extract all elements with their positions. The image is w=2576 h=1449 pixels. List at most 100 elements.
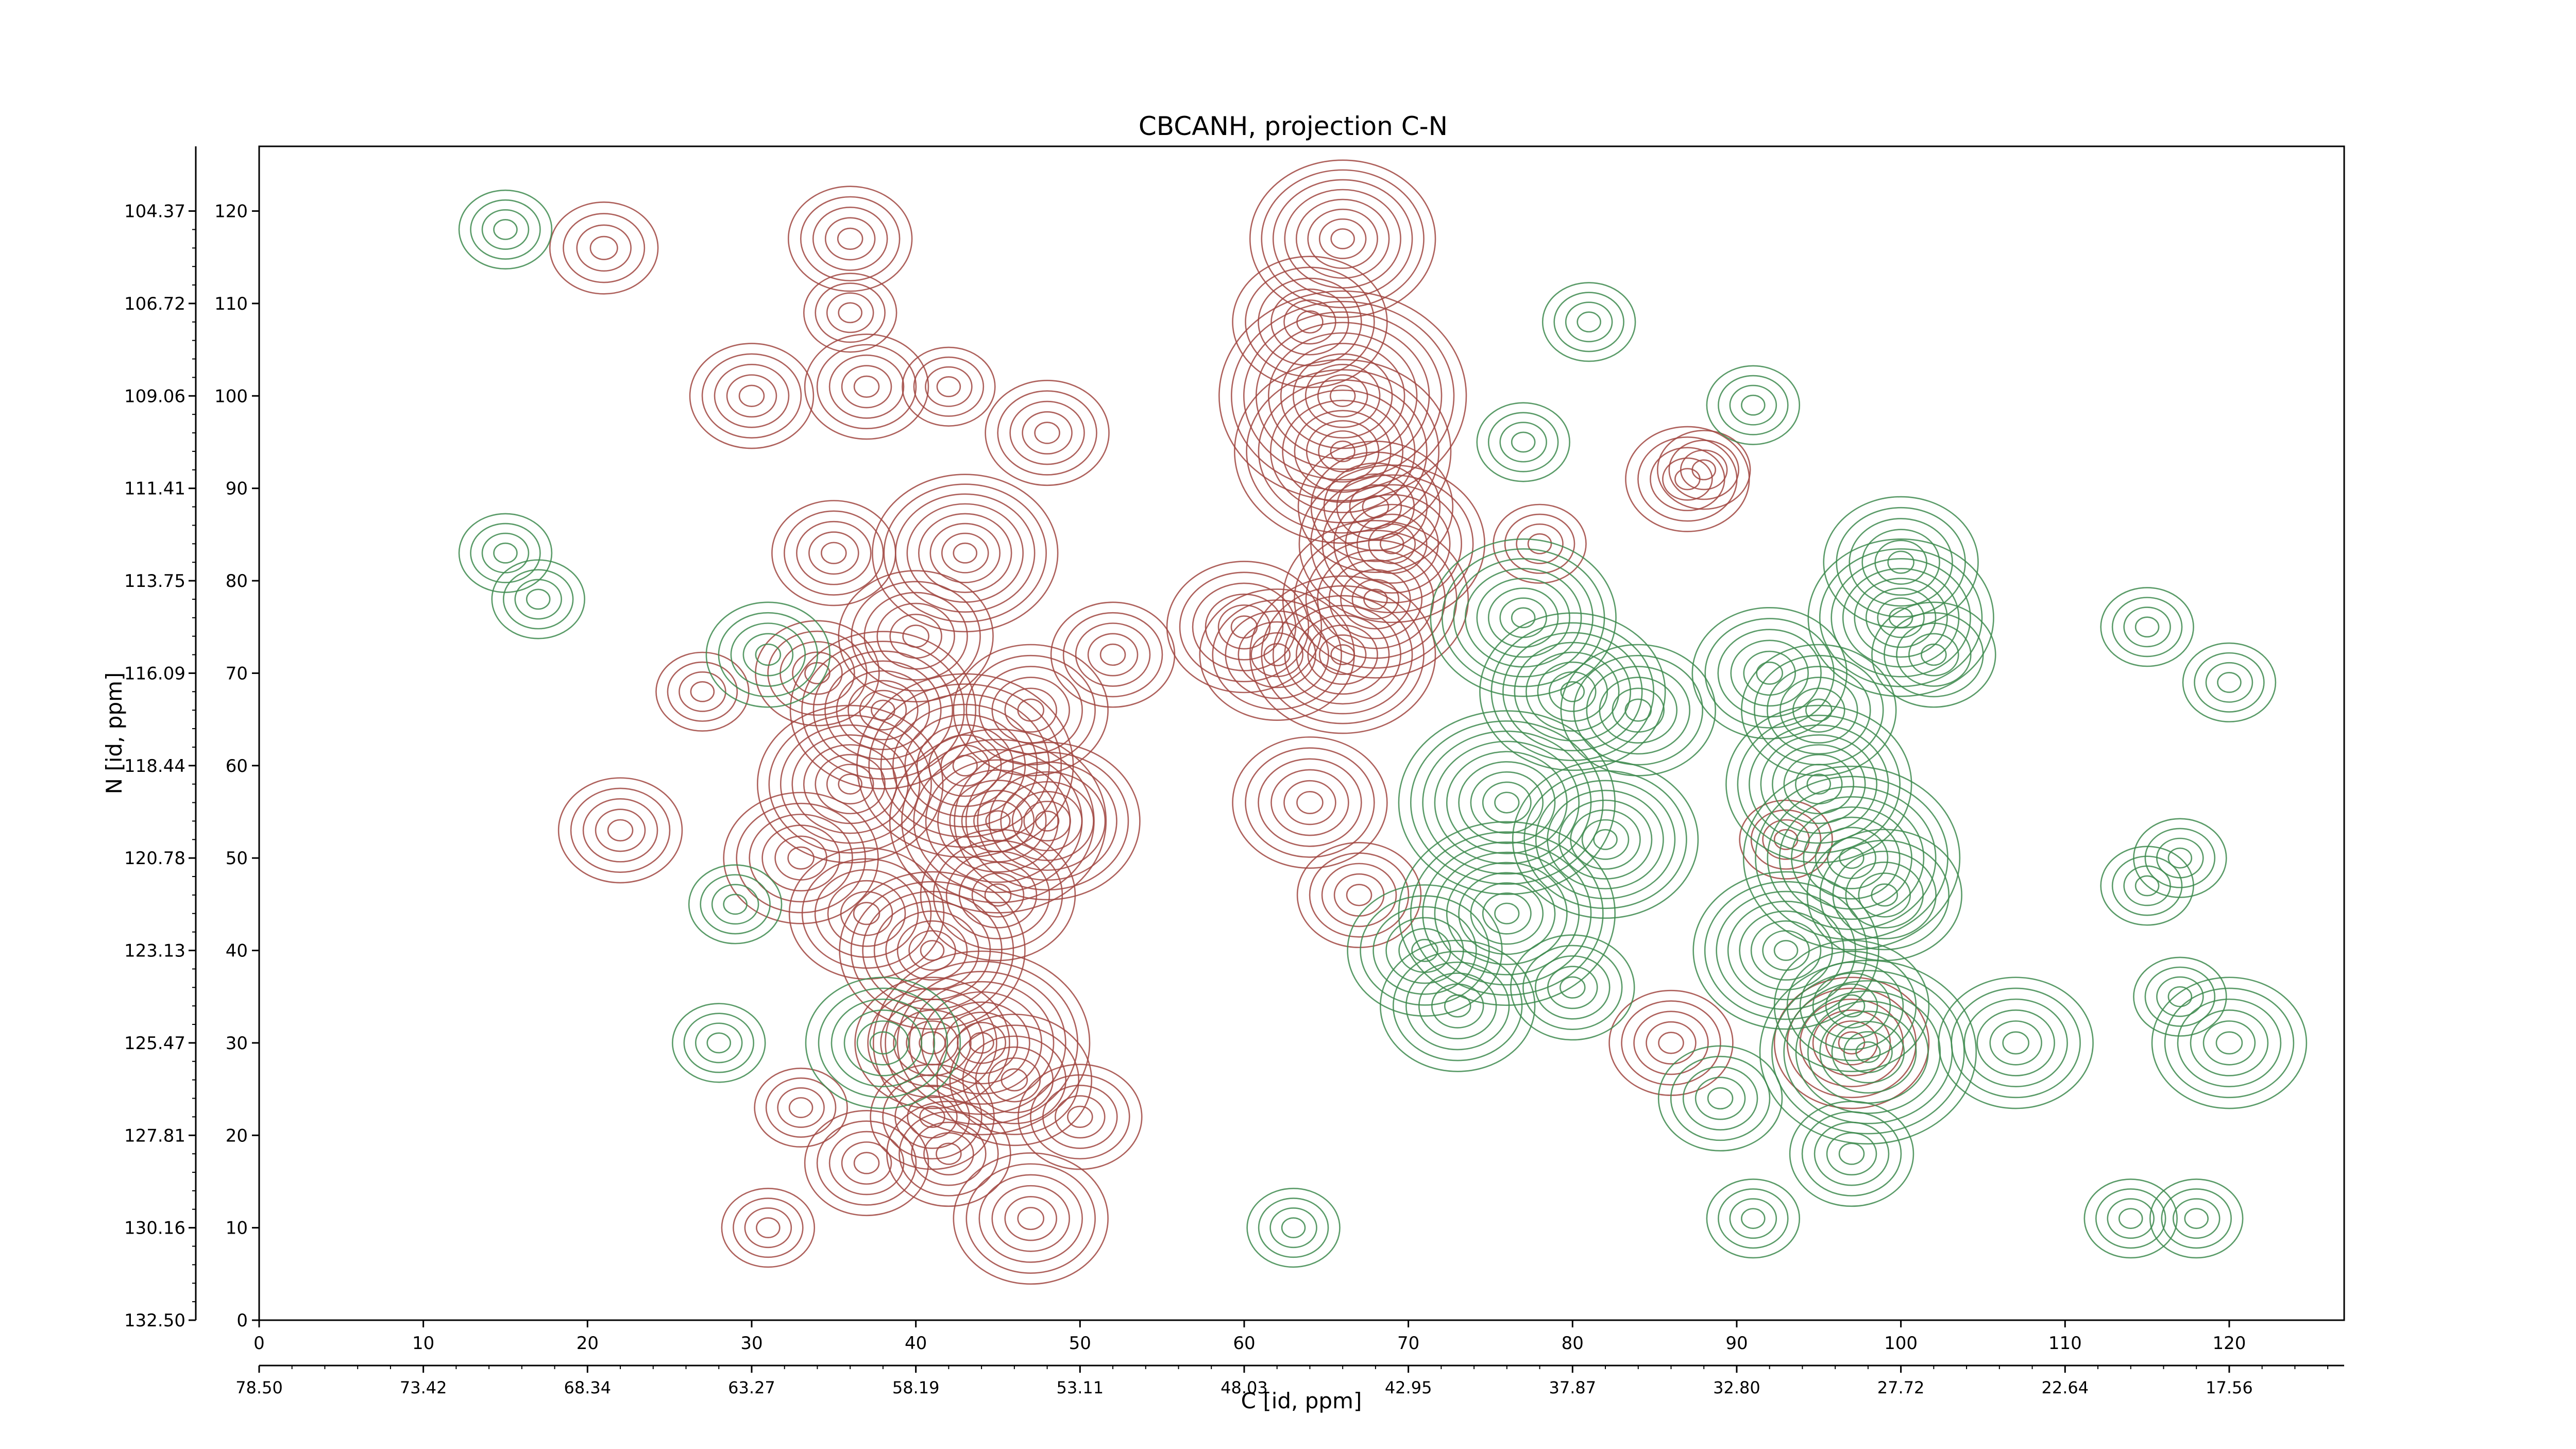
contour-plot-area <box>458 159 2308 1285</box>
positive-peak <box>1199 588 1355 721</box>
positive-peak <box>1234 359 1452 544</box>
negative-peak <box>705 601 831 708</box>
positive-peak <box>1232 256 1388 389</box>
positive-peak <box>1493 503 1587 584</box>
positive-peak <box>1218 290 1467 502</box>
x-ppm-tick-label: 42.95 <box>1385 1378 1432 1397</box>
y-ppm-tick-label: 109.06 <box>124 386 185 407</box>
positive-peak <box>886 1101 1011 1207</box>
y-axis-label: N [id, ppm] <box>101 672 127 795</box>
y-ppm-tick-label: 123.13 <box>124 941 185 962</box>
positive-peak <box>1050 601 1176 708</box>
positive-peak <box>953 1152 1109 1285</box>
negative-peak <box>458 513 553 593</box>
positive-peak <box>1018 1064 1143 1170</box>
positive-peak <box>721 1188 816 1268</box>
negative-peak <box>1476 402 1570 482</box>
y-index-axis: 0 10 20 30 40 50 60 70 80 90 100 110 120 <box>214 201 259 1331</box>
positive-peak <box>1625 426 1750 532</box>
y-index-tick-label: 0 <box>236 1310 248 1331</box>
plot-frame <box>258 145 2345 1321</box>
y-index-tick-label: 20 <box>226 1125 248 1146</box>
x-ppm-tick-label: 37.87 <box>1549 1378 1596 1397</box>
negative-peak <box>2151 976 2308 1109</box>
y-ppm-tick-label: 130.16 <box>124 1218 185 1239</box>
negative-peak <box>1560 644 1716 777</box>
positive-peak <box>754 1067 848 1148</box>
positive-peak <box>872 474 1059 633</box>
x-index-tick-label: 110 <box>2048 1333 2082 1354</box>
positive-peak <box>936 1014 1093 1147</box>
positive-peak <box>902 346 996 427</box>
positive-peak <box>655 651 750 732</box>
y-index-tick-label: 50 <box>226 848 248 869</box>
x-index-tick-label: 80 <box>1562 1333 1584 1354</box>
negative-peak <box>1938 976 2094 1109</box>
y-index-tick-label: 30 <box>226 1033 248 1054</box>
negative-peak <box>1479 612 1666 771</box>
negative-peak <box>2100 587 2194 667</box>
x-index-tick-label: 20 <box>577 1333 599 1354</box>
y-ppm-tick-label: 132.50 <box>124 1310 185 1331</box>
x-ppm-tick-label: 48.03 <box>1221 1378 1268 1397</box>
positive-peak <box>788 847 945 980</box>
negative-peak <box>2149 1178 2244 1259</box>
negative-peak <box>688 864 783 945</box>
positive-peak <box>839 871 1026 1030</box>
negative-peak <box>1541 282 1636 362</box>
x-index-tick-label: 10 <box>412 1333 434 1354</box>
y-index-tick-label: 40 <box>226 941 248 962</box>
negative-peak <box>1706 1178 1801 1259</box>
negative-peak <box>1706 365 1801 445</box>
negative-peak <box>2083 1178 2178 1259</box>
x-ppm-tick-label: 78.50 <box>235 1378 283 1397</box>
y-ppm-tick-label: 118.44 <box>124 756 185 777</box>
x-index-tick-label: 50 <box>1069 1333 1091 1354</box>
negative-peak <box>672 1003 766 1083</box>
x-ppm-tick-label: 73.42 <box>400 1378 447 1397</box>
x-ppm-tick-label: 68.34 <box>564 1378 612 1397</box>
positive-peak <box>1232 736 1388 869</box>
y-index-tick-label: 90 <box>226 479 248 499</box>
positive-peak <box>804 1110 929 1217</box>
x-axis-label: C [id, ppm] <box>1241 1388 1362 1413</box>
positive-peak <box>920 829 1076 962</box>
y-ppm-tick-label: 111.41 <box>124 479 185 499</box>
x-index-tick-label: 100 <box>1884 1333 1918 1354</box>
negative-peak <box>1246 1188 1341 1268</box>
x-ppm-tick-label: 53.11 <box>1057 1378 1104 1397</box>
x-index-tick-label: 90 <box>1725 1333 1748 1354</box>
negative-peak <box>1691 606 1848 739</box>
x-index-tick-label: 60 <box>1233 1333 1255 1354</box>
y-index-tick-label: 110 <box>214 294 248 314</box>
positive-peak <box>804 333 929 440</box>
y-ppm-tick-label: 104.37 <box>124 201 185 222</box>
x-index-tick-label: 120 <box>2212 1333 2246 1354</box>
positive-peak <box>787 186 913 292</box>
y-index-tick-label: 60 <box>226 756 248 777</box>
positive-peak <box>689 343 815 449</box>
positive-peak <box>1608 989 1734 1096</box>
negative-peak <box>2182 642 2277 722</box>
positive-peak <box>1296 841 1422 948</box>
negative-peak <box>1380 939 1536 1072</box>
x-index-tick-label: 40 <box>905 1333 927 1354</box>
x-index-axis: 0 10 20 30 40 50 60 70 80 90 100 110 120 <box>253 1320 2246 1354</box>
negative-peak <box>1398 821 1616 1006</box>
x-ppm-tick-label: 17.56 <box>2206 1378 2253 1397</box>
negative-peak <box>1347 884 1503 1017</box>
y-index-tick-label: 100 <box>214 386 248 407</box>
y-ppm-axis: 132.50 130.16 127.81 125.47 123.13 120.78 118.… <box>124 146 197 1331</box>
x-index-tick-label: 70 <box>1397 1333 1419 1354</box>
negative-peak <box>2133 956 2227 1037</box>
y-index-tick-label: 70 <box>226 663 248 684</box>
negative-peak <box>1657 1045 1783 1152</box>
positive-peak <box>1249 159 1436 318</box>
negative-peak <box>1871 601 1996 708</box>
negative-peak <box>491 559 585 639</box>
positive-peak <box>557 777 683 884</box>
y-ppm-tick-label: 113.75 <box>124 571 185 592</box>
negative-peak <box>1692 871 1879 1030</box>
negative-peak <box>2133 818 2227 898</box>
